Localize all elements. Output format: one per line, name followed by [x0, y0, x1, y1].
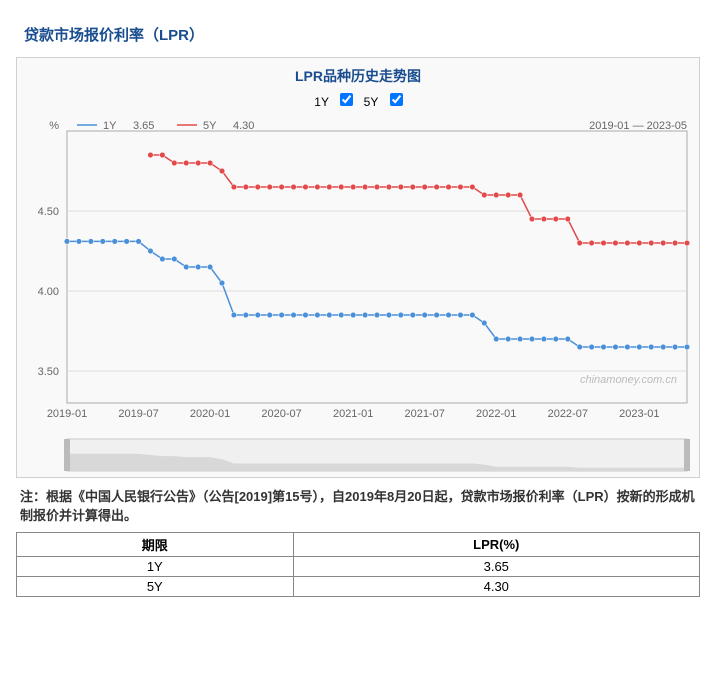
svg-text:chinamoney.com.cn: chinamoney.com.cn	[580, 374, 677, 386]
page-title: 贷款市场报价利率（LPR）	[16, 16, 700, 57]
chart-title: LPR品种历史走势图	[21, 66, 695, 86]
svg-text:4.30: 4.30	[233, 120, 254, 132]
svg-text:2022-01: 2022-01	[476, 408, 516, 420]
svg-text:4.00: 4.00	[38, 286, 59, 298]
toggle-1y-label: 1Y	[314, 95, 329, 109]
svg-text:2020-01: 2020-01	[190, 408, 230, 420]
toggle-5y-checkbox[interactable]	[390, 93, 403, 106]
toggle-1y-checkbox[interactable]	[340, 93, 353, 106]
svg-text:%: %	[49, 120, 59, 132]
chart-container: LPR品种历史走势图 1Y 5Y 3.50 4.00 4.50% 2019-01 201…	[16, 57, 700, 478]
svg-text:2021-01: 2021-01	[333, 408, 373, 420]
chart-plot-area[interactable]: 3.50 4.00 4.50% 2019-01 2019-07 2020-01 2020-0…	[21, 113, 693, 433]
table-header-row: 期限 LPR(%)	[17, 533, 700, 557]
table-row: 1Y 3.65	[17, 557, 700, 577]
table-cell-term: 1Y	[17, 557, 294, 577]
table-cell-term: 5Y	[17, 577, 294, 597]
series-toggles: 1Y 5Y	[21, 90, 695, 109]
svg-text:4.50: 4.50	[38, 206, 59, 218]
table-cell-rate: 4.30	[293, 577, 699, 597]
footnote-text: 注：根据《中国人民银行公告》（公告[2019]第15号），自2019年8月20日…	[16, 478, 700, 532]
svg-text:5Y: 5Y	[203, 120, 217, 132]
lpr-table: 期限 LPR(%) 1Y 3.65 5Y 4.30	[16, 532, 700, 597]
chart-range-brush[interactable]	[21, 437, 693, 473]
svg-text:2023-01: 2023-01	[619, 408, 659, 420]
svg-text:3.50: 3.50	[38, 366, 59, 378]
table-header-term: 期限	[17, 533, 294, 557]
svg-text:1Y: 1Y	[103, 120, 117, 132]
svg-text:2019-01 — 2023-05: 2019-01 — 2023-05	[589, 120, 687, 132]
table-header-rate: LPR(%)	[293, 533, 699, 557]
toggle-5y-label: 5Y	[364, 95, 379, 109]
svg-text:2019-01: 2019-01	[47, 408, 87, 420]
svg-text:2021-07: 2021-07	[405, 408, 445, 420]
table-row: 5Y 4.30	[17, 577, 700, 597]
svg-text:3.65: 3.65	[133, 120, 154, 132]
svg-text:2022-07: 2022-07	[548, 408, 588, 420]
table-cell-rate: 3.65	[293, 557, 699, 577]
svg-text:2020-07: 2020-07	[261, 408, 301, 420]
svg-text:2019-07: 2019-07	[118, 408, 158, 420]
